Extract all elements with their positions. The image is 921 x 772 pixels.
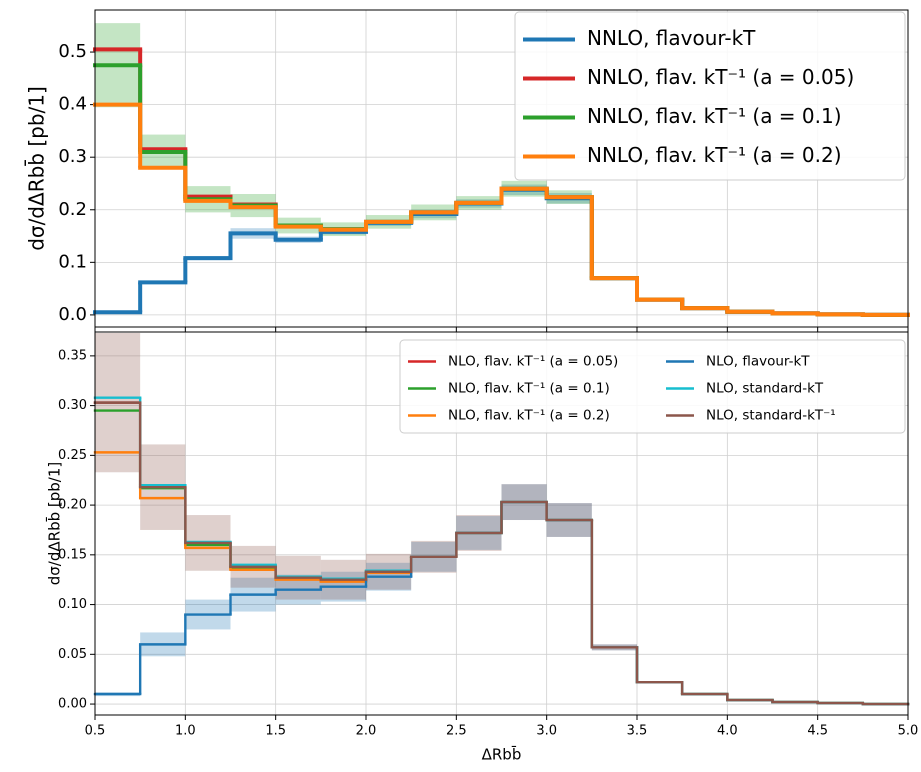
legend-box (514, 11, 906, 181)
legend-box (399, 339, 906, 434)
x-tick-label: 2.5 (446, 724, 467, 739)
legend-label: NLO, flav. kT⁻¹ (a = 0.1) (448, 381, 610, 397)
legend-label: NLO, standard-kT⁻¹ (706, 408, 836, 424)
x-tick-label: 2.0 (356, 724, 377, 739)
y-tick-label: 0.5 (58, 41, 87, 62)
x-axis-label: ΔRbb̄ (482, 745, 522, 764)
series-line (93, 401, 910, 706)
y-tick-label: 0.00 (58, 697, 87, 712)
y-axis-label: dσ/dΔRbb̄ [pb/1] (45, 462, 64, 585)
x-tick-label: 0.5 (85, 724, 106, 739)
y-tick-label: 0.1 (58, 251, 87, 272)
y-tick-label: 0.35 (58, 348, 87, 363)
legend-label: NLO, flavour-kT (706, 354, 810, 370)
x-tick-label: 5.0 (898, 724, 919, 739)
x-tick-label: 1.0 (175, 724, 196, 739)
legend-label: NNLO, flav. kT⁻¹ (a = 0.1) (587, 104, 842, 128)
x-tick-label: 4.5 (807, 724, 828, 739)
y-tick-label: 0.3 (58, 146, 87, 167)
y-tick-label: 0.25 (58, 448, 87, 463)
legend-label: NLO, standard-kT (706, 381, 824, 397)
legend-label: NNLO, flav. kT⁻¹ (a = 0.2) (587, 143, 842, 167)
series-line (93, 102, 910, 317)
y-tick-label: 0.0 (58, 304, 87, 325)
x-tick-label: 3.0 (536, 724, 557, 739)
y-tick-label: 0.10 (58, 597, 87, 612)
legend-label: NLO, flav. kT⁻¹ (a = 0.05) (448, 354, 618, 370)
y-axis-label: dσ/dΔRbb̄ [pb/1] (24, 86, 49, 251)
y-tick-label: 0.30 (58, 398, 87, 413)
y-tick-label: 0.2 (58, 199, 87, 220)
y-tick-label: 0.20 (58, 498, 87, 513)
legend-label: NNLO, flav. kT⁻¹ (a = 0.05) (587, 65, 854, 89)
x-tick-label: 1.5 (265, 724, 286, 739)
plot-frame (94, 9, 909, 328)
y-tick-label: 0.4 (58, 94, 87, 115)
y-tick-label: 0.15 (58, 547, 87, 562)
plot-frame (94, 331, 909, 716)
legend-label: NLO, flav. kT⁻¹ (a = 0.2) (448, 408, 610, 424)
x-tick-label: 4.0 (717, 724, 738, 739)
legend-label: NNLO, flavour-kT (587, 26, 756, 50)
y-tick-label: 0.05 (58, 647, 87, 662)
x-tick-label: 3.5 (627, 724, 648, 739)
